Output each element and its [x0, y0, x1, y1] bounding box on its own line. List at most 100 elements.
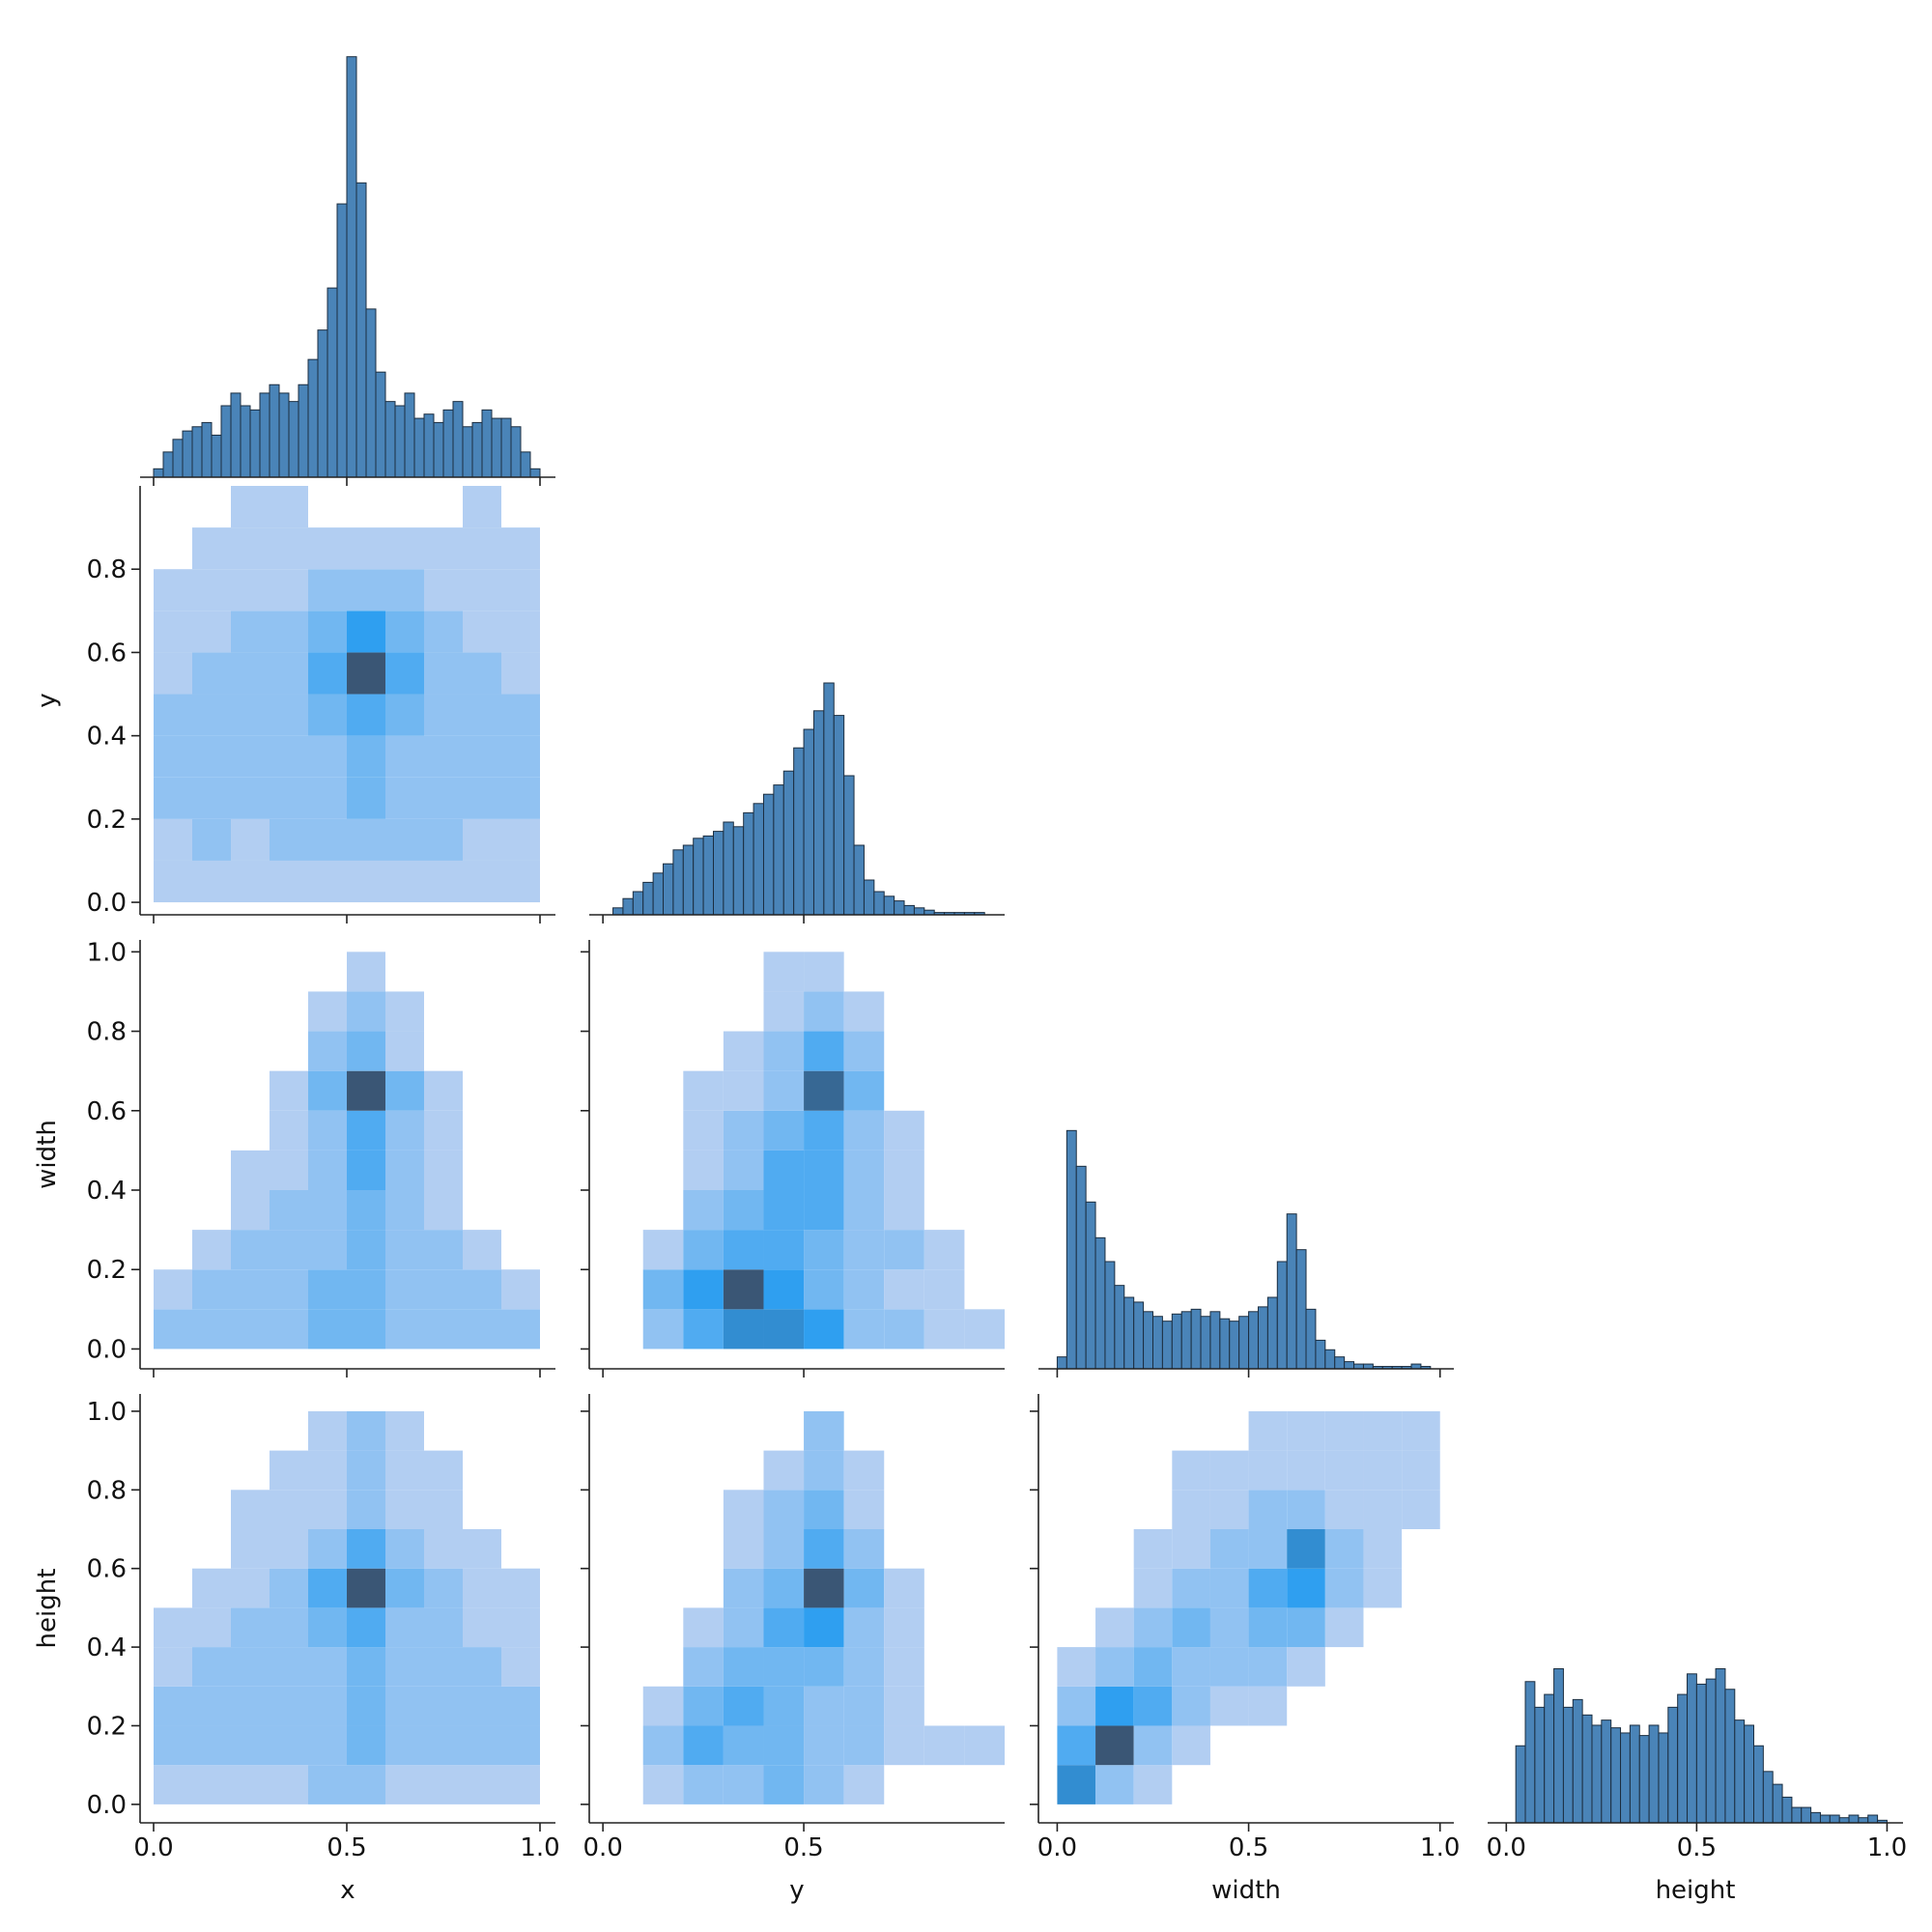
hist2d-cell — [231, 694, 270, 736]
hist2d-cell — [347, 1607, 385, 1648]
hist2d-cell — [154, 1569, 192, 1608]
hist2d-cell — [1134, 1411, 1173, 1451]
histogram-bar — [1534, 1706, 1546, 1824]
hist2d-cell — [1363, 1765, 1402, 1804]
hist2d-cell — [964, 1687, 1005, 1726]
hist2d-cell — [501, 735, 540, 778]
hist2d-cell — [723, 1031, 764, 1071]
histogram-bar — [220, 405, 232, 478]
hist2d-cell — [192, 1309, 231, 1350]
hist2d-cell — [1248, 1528, 1288, 1569]
histogram-bar — [510, 426, 522, 478]
hist2d-cell — [270, 1110, 308, 1151]
hist2d-cell — [385, 1607, 424, 1648]
hist2d-cell — [1324, 1568, 1364, 1608]
hist2d-cell — [1172, 1607, 1210, 1648]
histogram-bar — [423, 413, 435, 478]
histogram-bar — [375, 371, 386, 478]
hist2d-cell — [763, 1150, 805, 1190]
hist2d-cell — [763, 991, 805, 1032]
hist2d-cell — [1248, 1410, 1288, 1451]
hist2d-cell — [964, 1529, 1005, 1569]
hist2d-cell — [1402, 1450, 1440, 1491]
x-axis-label: y — [789, 1876, 804, 1905]
hist2d-cell — [1133, 1568, 1173, 1608]
hist2d-cell — [683, 1686, 724, 1726]
hist2d-cell — [308, 694, 347, 736]
hist2d-cell — [385, 1070, 424, 1111]
hist2d-cell — [1363, 1450, 1403, 1491]
hist2d-cell — [683, 1070, 724, 1111]
hist2d-cell — [463, 952, 501, 991]
hist2d-cell — [501, 818, 540, 861]
hist2d-cell — [192, 991, 231, 1031]
y-tick-label: 0.4 — [87, 723, 127, 752]
hist2d-cell — [603, 1151, 643, 1190]
hist2d-cell — [308, 1110, 347, 1151]
hist2d-cell — [1095, 1490, 1134, 1529]
histogram-bar — [762, 793, 775, 916]
hist2d-cell — [501, 1032, 540, 1071]
hist2d-cell — [192, 1032, 231, 1071]
hist2d-cell — [642, 1309, 684, 1350]
hist2d-cell — [501, 952, 540, 991]
hist2d-cell — [192, 694, 231, 736]
hist2d-cell — [501, 1686, 540, 1726]
hist2d-cell — [1134, 1451, 1173, 1491]
hist2d-cell — [270, 1230, 308, 1270]
hist2d-cell — [308, 1070, 347, 1111]
histogram-bar — [1829, 1814, 1840, 1824]
hist2d-cell — [385, 1528, 424, 1569]
hist2d-cell — [1248, 1490, 1288, 1529]
hist2d-cell — [643, 1451, 684, 1491]
hist2d-cell — [308, 569, 347, 611]
hist2d-cell — [964, 1569, 1005, 1608]
hist2d-cell — [683, 1032, 724, 1071]
histogram-bar — [1200, 1316, 1211, 1370]
hist2d-cell — [463, 1647, 501, 1687]
histogram-bar — [853, 844, 865, 916]
hist2d-cell — [1402, 1687, 1440, 1726]
histogram-bar — [240, 405, 251, 478]
hist2d-cell — [683, 1451, 724, 1491]
hist2d-cell — [843, 1765, 885, 1804]
hist2d-cell — [1402, 1607, 1440, 1647]
hist2d-cell — [424, 1411, 463, 1451]
histogram-bar — [1286, 1213, 1297, 1370]
hist2d-cell — [964, 952, 1005, 991]
hist2d-cell — [964, 1269, 1005, 1309]
hist2d-cell — [231, 611, 270, 653]
hist2d-cell — [154, 1490, 192, 1529]
hist2d-cell — [1325, 1647, 1364, 1687]
hist2d-cell — [643, 1151, 684, 1190]
hist2d-cell — [804, 1031, 844, 1071]
hist2d-cell — [270, 611, 308, 653]
hist2d-cell — [347, 818, 385, 861]
y-tick-label: 0.6 — [87, 1555, 127, 1584]
histogram-bar — [211, 434, 222, 478]
hist2d-cell — [763, 1110, 805, 1151]
hist2d-cell — [270, 1647, 308, 1687]
hist2d-cell — [308, 735, 347, 778]
hist2d-cell — [924, 1569, 965, 1608]
hist2d-cell — [884, 1309, 924, 1350]
histogram-bar — [1123, 1296, 1135, 1370]
hist2d-cell — [385, 1725, 424, 1766]
hist2d-cell — [603, 1765, 643, 1804]
y-axis-label: height — [33, 1569, 62, 1649]
histogram-bar — [1114, 1285, 1125, 1370]
hist2d-cell — [683, 1309, 724, 1350]
hist2d-cell — [1095, 1569, 1134, 1608]
histogram-bar — [1734, 1719, 1746, 1824]
y-tick-label: 0.4 — [87, 1177, 127, 1206]
hist2d-cell — [1248, 1607, 1288, 1648]
histogram-bar — [883, 895, 895, 916]
hist2d-cell — [231, 1309, 270, 1350]
hist2d-cell — [643, 1111, 684, 1151]
x-tick-label: 0.0 — [1037, 1833, 1077, 1862]
hist2d-cell — [463, 1151, 501, 1190]
hist2d-cell — [501, 1309, 540, 1350]
hist2d-cell — [154, 611, 192, 653]
hist2d-cell — [804, 1765, 844, 1804]
hist2d-cell — [1095, 1725, 1134, 1766]
